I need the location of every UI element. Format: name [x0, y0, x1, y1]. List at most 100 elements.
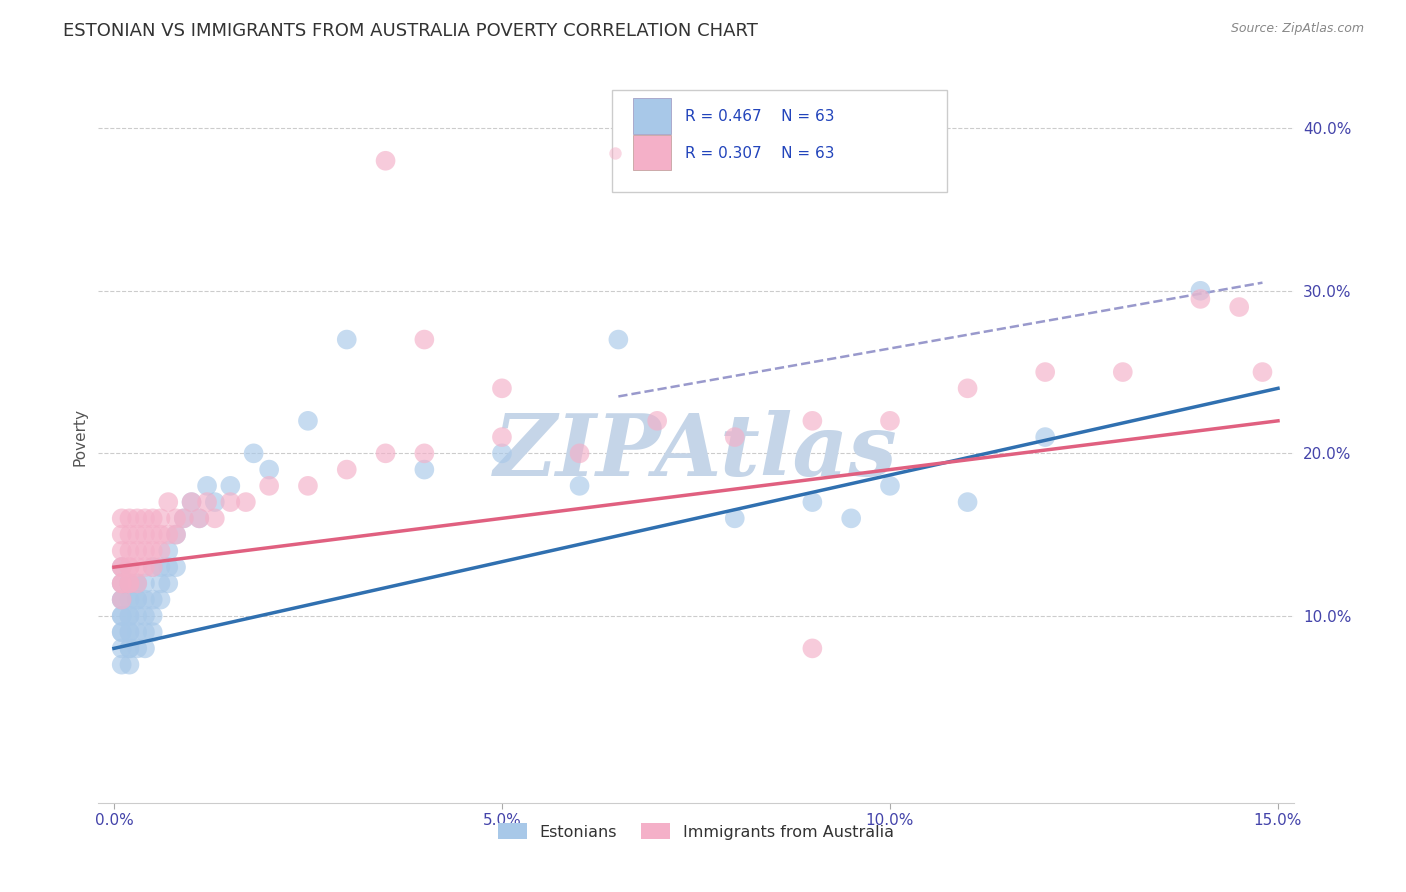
Point: [1189, 292, 1212, 306]
Point: [111, 592, 134, 607]
Point: [879, 479, 901, 493]
Point: [134, 527, 156, 541]
Point: [173, 511, 195, 525]
Text: ZIPAtlas: ZIPAtlas: [494, 410, 898, 493]
Point: [180, 495, 202, 509]
Point: [127, 641, 149, 656]
Point: [1189, 284, 1212, 298]
Point: [111, 592, 134, 607]
Point: [242, 446, 264, 460]
Point: [165, 560, 187, 574]
Point: [118, 544, 141, 558]
Point: [1227, 300, 1250, 314]
Point: [157, 527, 180, 541]
Point: [165, 511, 187, 525]
Point: [142, 511, 165, 525]
Point: [134, 592, 156, 607]
Point: [111, 511, 134, 525]
Point: [149, 592, 172, 607]
Point: [165, 527, 187, 541]
Point: [127, 576, 149, 591]
Point: [645, 414, 668, 428]
Point: [127, 560, 149, 574]
Point: [157, 560, 180, 574]
Point: [111, 657, 134, 672]
Point: [1112, 365, 1135, 379]
Point: [118, 560, 141, 574]
Point: [118, 560, 141, 574]
Point: [173, 511, 195, 525]
Point: [188, 511, 211, 525]
Point: [111, 560, 134, 574]
Point: [724, 430, 747, 444]
Point: [118, 576, 141, 591]
Point: [118, 625, 141, 640]
Point: [491, 446, 513, 460]
Point: [142, 608, 165, 623]
FancyBboxPatch shape: [613, 90, 948, 192]
Point: [801, 414, 824, 428]
Point: [724, 511, 747, 525]
Point: [568, 446, 591, 460]
Point: [134, 576, 156, 591]
Point: [134, 511, 156, 525]
Point: [374, 153, 396, 168]
Point: [134, 544, 156, 558]
Point: [956, 495, 979, 509]
Point: [111, 625, 134, 640]
Y-axis label: Poverty: Poverty: [72, 408, 87, 467]
Point: [118, 608, 141, 623]
Point: [157, 495, 180, 509]
Point: [165, 527, 187, 541]
Point: [149, 544, 172, 558]
Text: Source: ZipAtlas.com: Source: ZipAtlas.com: [1230, 22, 1364, 36]
Point: [111, 560, 134, 574]
Point: [111, 592, 134, 607]
Point: [142, 592, 165, 607]
Point: [1033, 365, 1056, 379]
Point: [297, 479, 319, 493]
Point: [127, 511, 149, 525]
Point: [413, 446, 436, 460]
Text: ESTONIAN VS IMMIGRANTS FROM AUSTRALIA POVERTY CORRELATION CHART: ESTONIAN VS IMMIGRANTS FROM AUSTRALIA PO…: [63, 22, 758, 40]
Point: [1033, 430, 1056, 444]
Point: [134, 608, 156, 623]
Point: [118, 625, 141, 640]
Point: [118, 657, 141, 672]
Point: [111, 625, 134, 640]
Text: R = 0.467    N = 63: R = 0.467 N = 63: [685, 109, 835, 124]
Point: [142, 560, 165, 574]
Point: [134, 625, 156, 640]
Point: [118, 576, 141, 591]
Point: [374, 446, 396, 460]
Point: [180, 495, 202, 509]
Point: [111, 608, 134, 623]
Point: [111, 608, 134, 623]
Point: [336, 462, 359, 476]
Point: [118, 511, 141, 525]
Point: [127, 527, 149, 541]
Point: [879, 414, 901, 428]
Point: [127, 592, 149, 607]
Point: [118, 608, 141, 623]
Point: [142, 625, 165, 640]
Point: [118, 641, 141, 656]
Point: [111, 527, 134, 541]
Point: [195, 479, 218, 493]
Point: [118, 576, 141, 591]
Point: [111, 576, 134, 591]
Point: [127, 576, 149, 591]
Point: [204, 511, 226, 525]
Point: [142, 560, 165, 574]
Point: [568, 479, 591, 493]
Point: [111, 544, 134, 558]
Point: [111, 576, 134, 591]
Point: [118, 641, 141, 656]
Point: [157, 576, 180, 591]
Point: [127, 625, 149, 640]
Point: [219, 479, 242, 493]
Point: [134, 560, 156, 574]
Point: [413, 462, 436, 476]
Point: [134, 641, 156, 656]
Point: [111, 576, 134, 591]
